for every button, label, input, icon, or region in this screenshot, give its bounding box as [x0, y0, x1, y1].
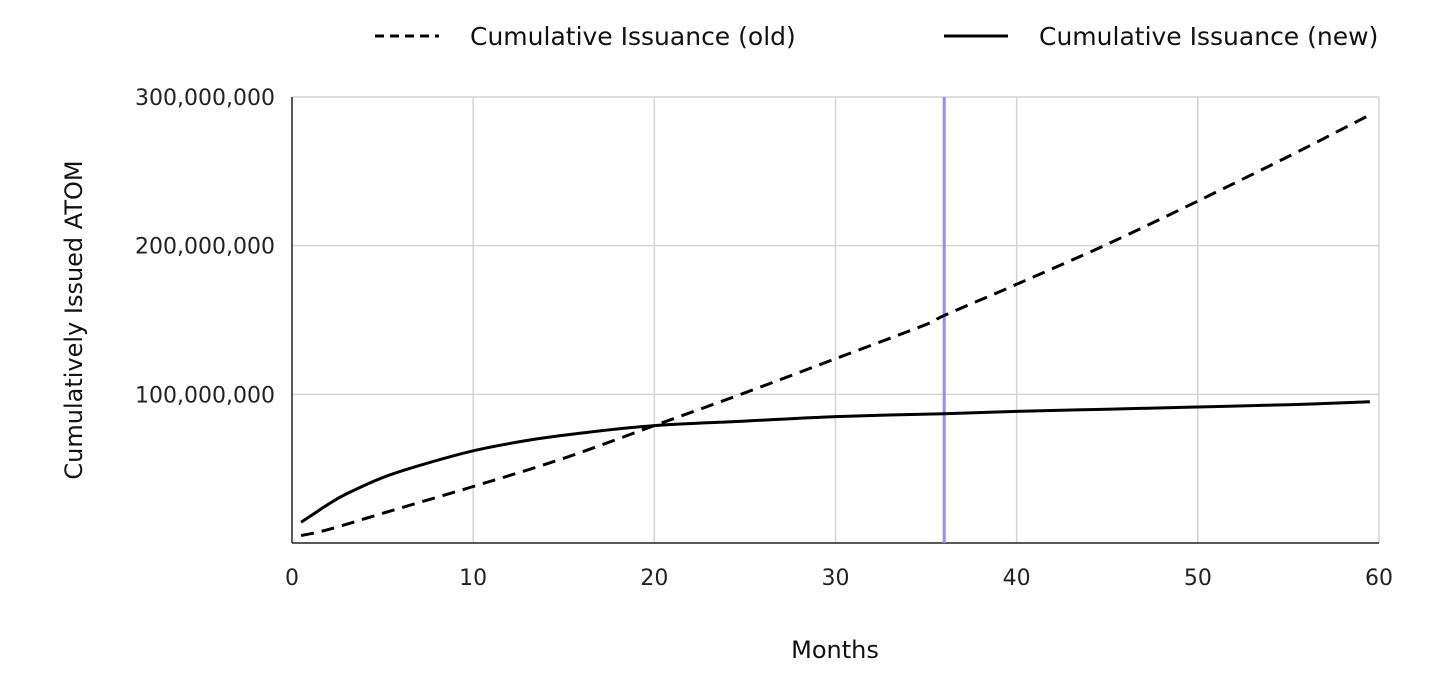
x-tick-label: 0 — [285, 566, 299, 591]
x-tick-label: 50 — [1184, 566, 1212, 591]
y-tick-label: 100,000,000 — [135, 383, 275, 408]
x-tick-label: 20 — [640, 566, 668, 591]
series-lines — [300, 113, 1371, 538]
x-tick-label: 10 — [459, 566, 487, 591]
tick-labels: 0 10 20 30 40 50 60 100,000,000 200,000,000 300,0… — [135, 86, 1393, 591]
x-axis-label: Months — [791, 636, 879, 664]
legend-label-new: Cumulative Issuance (new) — [1039, 22, 1378, 51]
x-tick-label: 40 — [1003, 566, 1031, 591]
y-tick-label: 200,000,000 — [135, 235, 275, 260]
series-line-old — [300, 113, 1371, 538]
series-line-new — [300, 400, 1370, 524]
y-axis-label: Cumulatively Issued ATOM — [60, 160, 88, 479]
legend-label-old: Cumulative Issuance (old) — [470, 22, 796, 51]
legend: Cumulative Issuance (old) Cumulative Issu… — [375, 22, 1378, 51]
grid — [291, 96, 1380, 544]
x-tick-label: 60 — [1365, 566, 1393, 591]
y-tick-label: 300,000,000 — [135, 86, 275, 111]
x-tick-label: 30 — [822, 566, 850, 591]
